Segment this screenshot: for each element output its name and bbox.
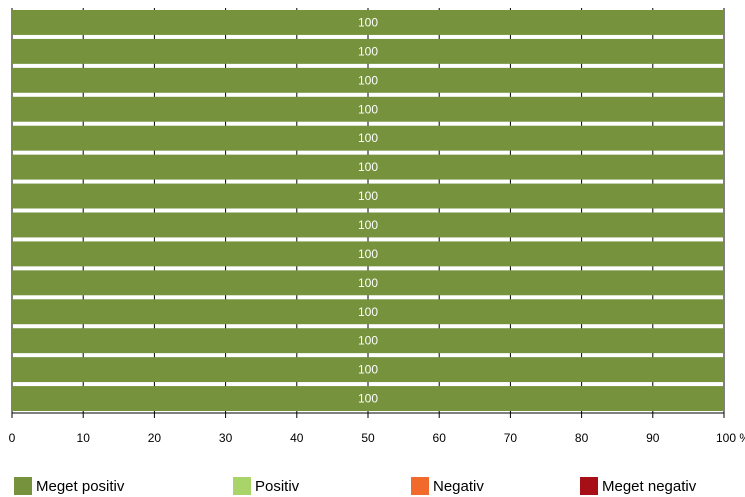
bar-segment — [12, 154, 724, 180]
bar-segment — [12, 125, 724, 151]
data-label: 100 — [358, 363, 378, 377]
legend-swatch-negativ — [411, 477, 429, 495]
x-tick-label: 10 — [77, 431, 91, 445]
bar-segment — [12, 212, 724, 238]
legend-label: Meget positiv — [36, 477, 125, 495]
x-tick-label: 60 — [433, 431, 447, 445]
data-labels: 100 100 100 100 100 100 100 100 100 100 100 100 100 1… — [358, 15, 378, 405]
x-tick-label: 100 % — [716, 431, 745, 445]
x-tick-label: 50 — [361, 431, 375, 445]
bar-segment — [12, 299, 724, 325]
data-label: 100 — [358, 305, 378, 319]
x-tick-label: 80 — [575, 431, 589, 445]
bar-segment — [12, 241, 724, 267]
bar-segment — [12, 328, 724, 354]
data-label: 100 — [358, 44, 378, 58]
bar-segment — [12, 357, 724, 383]
data-label: 100 — [358, 15, 378, 29]
bar-segment — [12, 38, 724, 64]
bars — [12, 10, 724, 411]
legend-item-meget-negativ: Meget negativ — [580, 476, 696, 496]
data-label: 100 — [358, 334, 378, 348]
legend-swatch-positiv — [233, 477, 251, 495]
bar-segment — [12, 10, 724, 35]
x-tick-label: 0 — [9, 431, 16, 445]
legend-swatch-meget-negativ — [580, 477, 598, 495]
legend-swatch-meget-positiv — [14, 477, 32, 495]
legend-label: Meget negativ — [602, 477, 697, 495]
data-label: 100 — [358, 73, 378, 87]
bar-segment — [12, 183, 724, 209]
x-tick-label: 70 — [504, 431, 518, 445]
data-label: 100 — [358, 276, 378, 290]
legend: Meget positiv Positiv Negativ Meget nega… — [0, 476, 745, 497]
bar-segment — [12, 96, 724, 122]
data-label: 100 — [358, 218, 378, 232]
x-tick-label: 30 — [219, 431, 233, 445]
x-tick-label: 20 — [148, 431, 162, 445]
x-axis: 0 10 20 30 40 50 60 70 80 90 100 % — [9, 412, 745, 445]
x-tick-label: 90 — [646, 431, 660, 445]
bar-segment — [12, 270, 724, 296]
data-label: 100 — [358, 247, 378, 261]
bar-segment — [12, 67, 724, 93]
data-label: 100 — [358, 131, 378, 145]
bar-segment — [12, 386, 724, 411]
legend-label: Positiv — [255, 477, 300, 495]
data-label: 100 — [358, 392, 378, 406]
data-label: 100 — [358, 160, 378, 174]
data-label: 100 — [358, 102, 378, 116]
legend-item-positiv: Positiv — [233, 476, 299, 496]
legend-item-meget-positiv: Meget positiv — [14, 476, 124, 496]
legend-item-negativ: Negativ — [411, 476, 484, 496]
data-label: 100 — [358, 189, 378, 203]
legend-label: Negativ — [433, 477, 484, 495]
x-tick-label: 40 — [290, 431, 304, 445]
